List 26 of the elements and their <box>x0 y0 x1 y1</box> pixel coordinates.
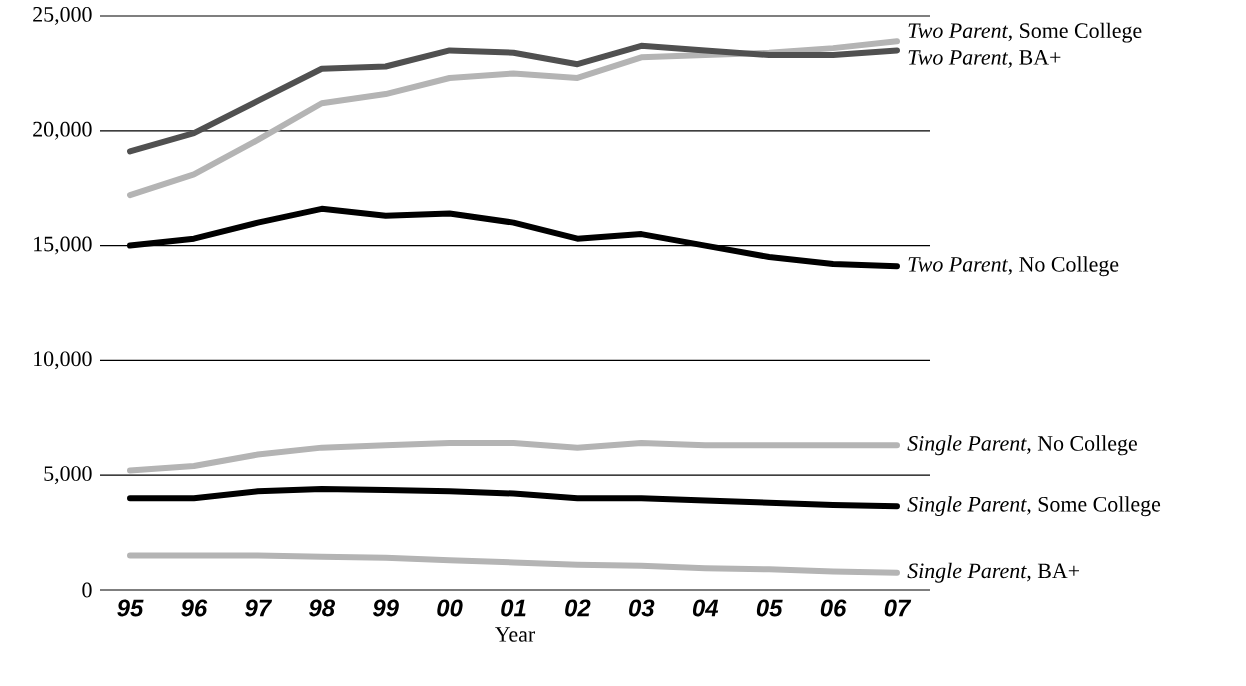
x-tick-label: 98 <box>309 599 336 617</box>
series-label: Single Parent, Some College <box>907 496 1161 517</box>
x-tick-label: 00 <box>437 599 463 617</box>
x-tick-label: 05 <box>756 599 783 617</box>
series-label: Two Parent, Some College <box>908 22 1142 43</box>
x-tick-label: 04 <box>692 599 719 617</box>
series-label: Two Parent, BA+ <box>908 50 1061 68</box>
x-tick-label: 96 <box>181 599 208 617</box>
x-tick-label: 95 <box>117 599 144 617</box>
x-axis-title: Year <box>495 627 536 642</box>
x-tick-label: 02 <box>565 599 591 617</box>
y-tick-label: 5,000 <box>44 466 92 485</box>
x-tick-label: 03 <box>629 599 655 617</box>
y-tick-label: 25,000 <box>33 7 92 25</box>
x-tick-label: 99 <box>372 599 399 617</box>
series-label: Single Parent, BA+ <box>907 562 1079 583</box>
y-tick-label: 20,000 <box>33 121 92 140</box>
x-tick-label: 01 <box>501 599 526 617</box>
series-label: Two Parent, No College <box>908 256 1119 277</box>
y-tick-label: 0 <box>82 582 92 598</box>
x-tick-label: 07 <box>884 599 912 617</box>
y-tick-label: 10,000 <box>34 351 92 370</box>
y-tick-label: 15,000 <box>34 236 92 255</box>
x-tick-label: 97 <box>245 599 273 617</box>
series-label: Single Parent, No College <box>907 435 1137 456</box>
x-tick-label: 06 <box>820 599 847 617</box>
